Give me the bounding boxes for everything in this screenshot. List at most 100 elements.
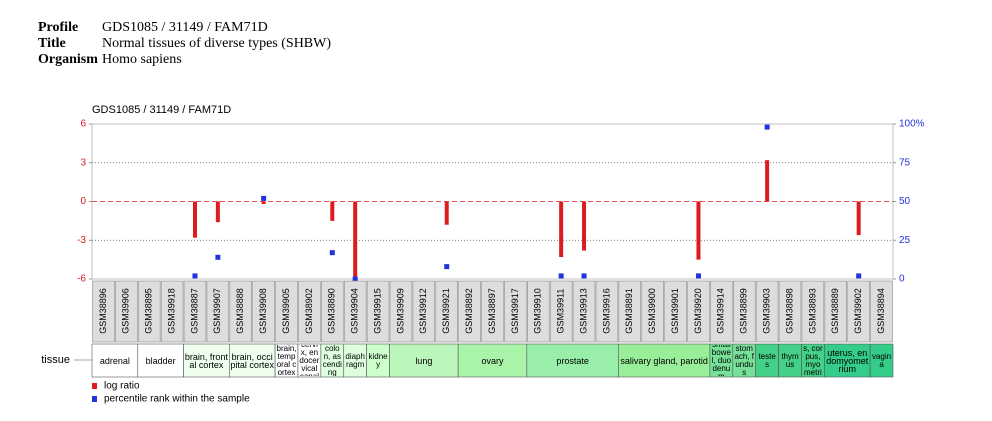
bar: [559, 201, 564, 258]
sample-box: [481, 280, 504, 343]
x-tick-label: GSM39907: [212, 288, 222, 334]
sample-box: [252, 280, 275, 343]
x-tick-label: GSM39917: [510, 288, 520, 334]
header-row: Profile GDS1085 / 31149 / FAM71D: [38, 20, 331, 36]
x-tick-label: GSM38902: [304, 288, 314, 334]
y2-tick-label: 75: [899, 157, 911, 168]
x-tick-label: GSM39902: [853, 288, 863, 334]
x-tick-label: GSM39911: [556, 289, 566, 334]
group-label-box: brain, occipital cortex: [230, 352, 274, 369]
bar: [215, 201, 220, 223]
group-label-box: brain, temporal cortex: [276, 345, 297, 376]
group-label: bladder: [145, 355, 176, 366]
group-box: [869, 343, 894, 378]
group-axis-label: tissue: [41, 354, 70, 366]
sample-box: [755, 280, 779, 343]
group-label: cervix, endocervical canal: [299, 345, 320, 376]
group-label: prostate: [556, 355, 589, 366]
group-box: [183, 343, 230, 378]
sample-box: [366, 280, 390, 343]
group-label-box: kidney: [368, 351, 388, 369]
bar: [856, 201, 861, 236]
point: [444, 264, 450, 270]
point: [192, 273, 198, 279]
sample-box: [824, 280, 848, 343]
x-tick-label: GSM39903: [762, 288, 772, 334]
group-label: kidney: [368, 351, 388, 369]
sample-box: [321, 280, 344, 343]
group-label-box: salivary gland, parotid: [620, 355, 708, 366]
group-label: brain, temporal cortex: [276, 345, 297, 376]
chart-title: GDS1085 / 31149 / FAM71D: [92, 104, 231, 116]
group-label-box: ovary: [481, 356, 503, 365]
sample-box: [664, 280, 687, 343]
y2-tick-label: 100%: [899, 119, 925, 130]
sample-box: [527, 280, 550, 343]
legend-label: log ratio: [104, 381, 140, 392]
group-box: [457, 343, 528, 378]
point: [329, 250, 335, 256]
x-tick-label: GSM39916: [601, 288, 611, 334]
point: [856, 273, 862, 279]
x-tick-label: GSM39905: [281, 288, 291, 334]
header-label: Organism: [38, 52, 98, 67]
group-label-box: stomach, fundus: [734, 345, 754, 376]
group-box: [137, 343, 184, 378]
header-label: Profile: [38, 20, 79, 35]
group-box: [618, 343, 711, 378]
header-row: Organism Homo sapiens: [38, 52, 331, 68]
point: [215, 254, 221, 260]
header-label: Title: [38, 36, 66, 51]
sample-box: [275, 280, 298, 343]
group-label-box: testes: [758, 351, 776, 369]
sample-box: [618, 280, 642, 343]
x-tick-label: GSM39918: [166, 288, 176, 334]
sample-box: [343, 280, 367, 343]
group-label: salivary gland, parotid: [620, 355, 708, 366]
x-tick-label: GSM38891: [624, 288, 634, 334]
group-box: [526, 343, 619, 378]
group-label-box: prostate: [556, 355, 589, 366]
x-tick-label: GSM38889: [830, 288, 840, 334]
bar: [765, 160, 770, 202]
x-tick-label: GSM39915: [372, 288, 382, 334]
y2-tick-label: 25: [899, 235, 911, 246]
sample-box: [206, 280, 230, 343]
x-tick-label: GSM38895: [144, 288, 154, 334]
group-label: uterus, corpus, myometrium: [803, 345, 823, 376]
sample-box: [710, 280, 733, 343]
group-label: brain, frontal cortex: [184, 351, 228, 370]
sample-box: [229, 280, 252, 343]
bar: [353, 201, 358, 279]
group-label: lung: [415, 355, 433, 366]
x-tick-label: GSM39914: [716, 288, 726, 334]
group-label-box: vagina: [872, 352, 891, 368]
sample-box: [389, 280, 413, 343]
sample-box: [778, 280, 802, 343]
y-tick-label: 6: [80, 119, 86, 130]
group-label: thymus: [781, 351, 799, 369]
group-box: [229, 343, 276, 378]
x-tick-label: GSM38894: [876, 288, 886, 334]
legend-label: percentile rank within the sample: [104, 394, 250, 405]
sample-box: [115, 280, 138, 343]
x-tick-label: GSM39904: [350, 288, 360, 334]
group-label: testes: [758, 351, 776, 369]
group-label: adrenal: [99, 355, 130, 366]
sample-box: [412, 280, 436, 343]
bar: [330, 201, 335, 221]
sample-box: [572, 280, 596, 343]
bar: [582, 201, 587, 251]
sample-box: [732, 280, 756, 343]
bar: [696, 201, 701, 260]
group-box: [824, 343, 871, 378]
x-tick-label: GSM39900: [647, 288, 657, 334]
sample-box: [92, 280, 115, 343]
group-label-box: adrenal: [99, 355, 130, 366]
group-label: uterus, endomyometrium: [826, 347, 869, 374]
header-row: Title Normal tissues of diverse types (SH…: [38, 36, 331, 52]
bar: [192, 201, 197, 238]
sample-box: [595, 280, 619, 343]
